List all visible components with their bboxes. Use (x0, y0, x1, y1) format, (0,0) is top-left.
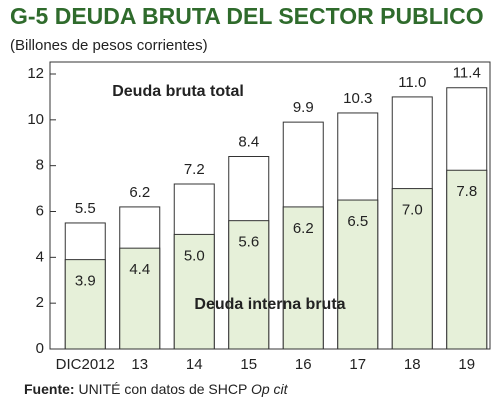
header-bg (0, 0, 500, 34)
y-tick-label: 2 (36, 294, 44, 311)
value-label: 6.5 (347, 213, 368, 230)
subtitle: (Billones de pesos corrientes) (10, 37, 208, 54)
value-label: 7.0 (402, 202, 423, 219)
y-tick-label: 12 (27, 65, 44, 82)
legend-label: Deuda interna bruta (194, 296, 345, 313)
x-tick-label: 18 (404, 356, 421, 373)
value-label: 6.2 (293, 220, 314, 237)
value-label: 5.5 (75, 200, 96, 217)
bar (446, 169, 488, 350)
value-label: 5.0 (184, 247, 205, 264)
x-tick-label: 16 (295, 356, 312, 373)
x-tick-label: 19 (458, 356, 475, 373)
value-label: 10.3 (343, 90, 372, 107)
value-label: 3.9 (75, 273, 96, 290)
source-ref: Op cit (251, 381, 289, 397)
bar (337, 199, 379, 350)
value-label: 6.2 (129, 184, 150, 201)
plot-frame (49, 61, 491, 350)
y-tick-label: 0 (36, 340, 44, 357)
bar (391, 188, 433, 350)
value-label: 7.2 (184, 161, 205, 178)
x-tick-label: 14 (186, 356, 203, 373)
y-tick-label: 4 (36, 248, 44, 265)
bar (282, 206, 324, 350)
value-label: 11.4 (453, 65, 481, 82)
x-tick-label: 17 (349, 356, 366, 373)
source: Fuente: UNITÉ con datos de SHCP Op cit (24, 381, 289, 397)
legend-label: Deuda bruta total (112, 83, 244, 100)
x-tick-label: DIC2012 (56, 356, 115, 373)
bar (173, 233, 215, 350)
chart-title: G-5 DEUDA BRUTA DEL SECTOR PUBLICO (10, 3, 484, 29)
value-label: 5.6 (238, 234, 259, 251)
source-text: UNITÉ con datos de SHCP (78, 381, 247, 397)
value-label: 7.8 (456, 183, 477, 200)
y-tick-label: 8 (36, 157, 44, 174)
y-tick-label: 6 (36, 202, 44, 219)
y-tick-label: 10 (27, 111, 44, 128)
value-label: 8.4 (238, 133, 259, 150)
bar (119, 247, 161, 350)
x-tick-label: 13 (131, 356, 148, 373)
bar (64, 259, 106, 350)
value-label: 4.4 (129, 261, 150, 278)
value-label: 11.0 (398, 74, 426, 91)
x-tick-label: 15 (240, 356, 257, 373)
bar (228, 220, 270, 350)
source-label: Fuente: (24, 381, 75, 397)
value-label: 9.9 (293, 99, 314, 116)
